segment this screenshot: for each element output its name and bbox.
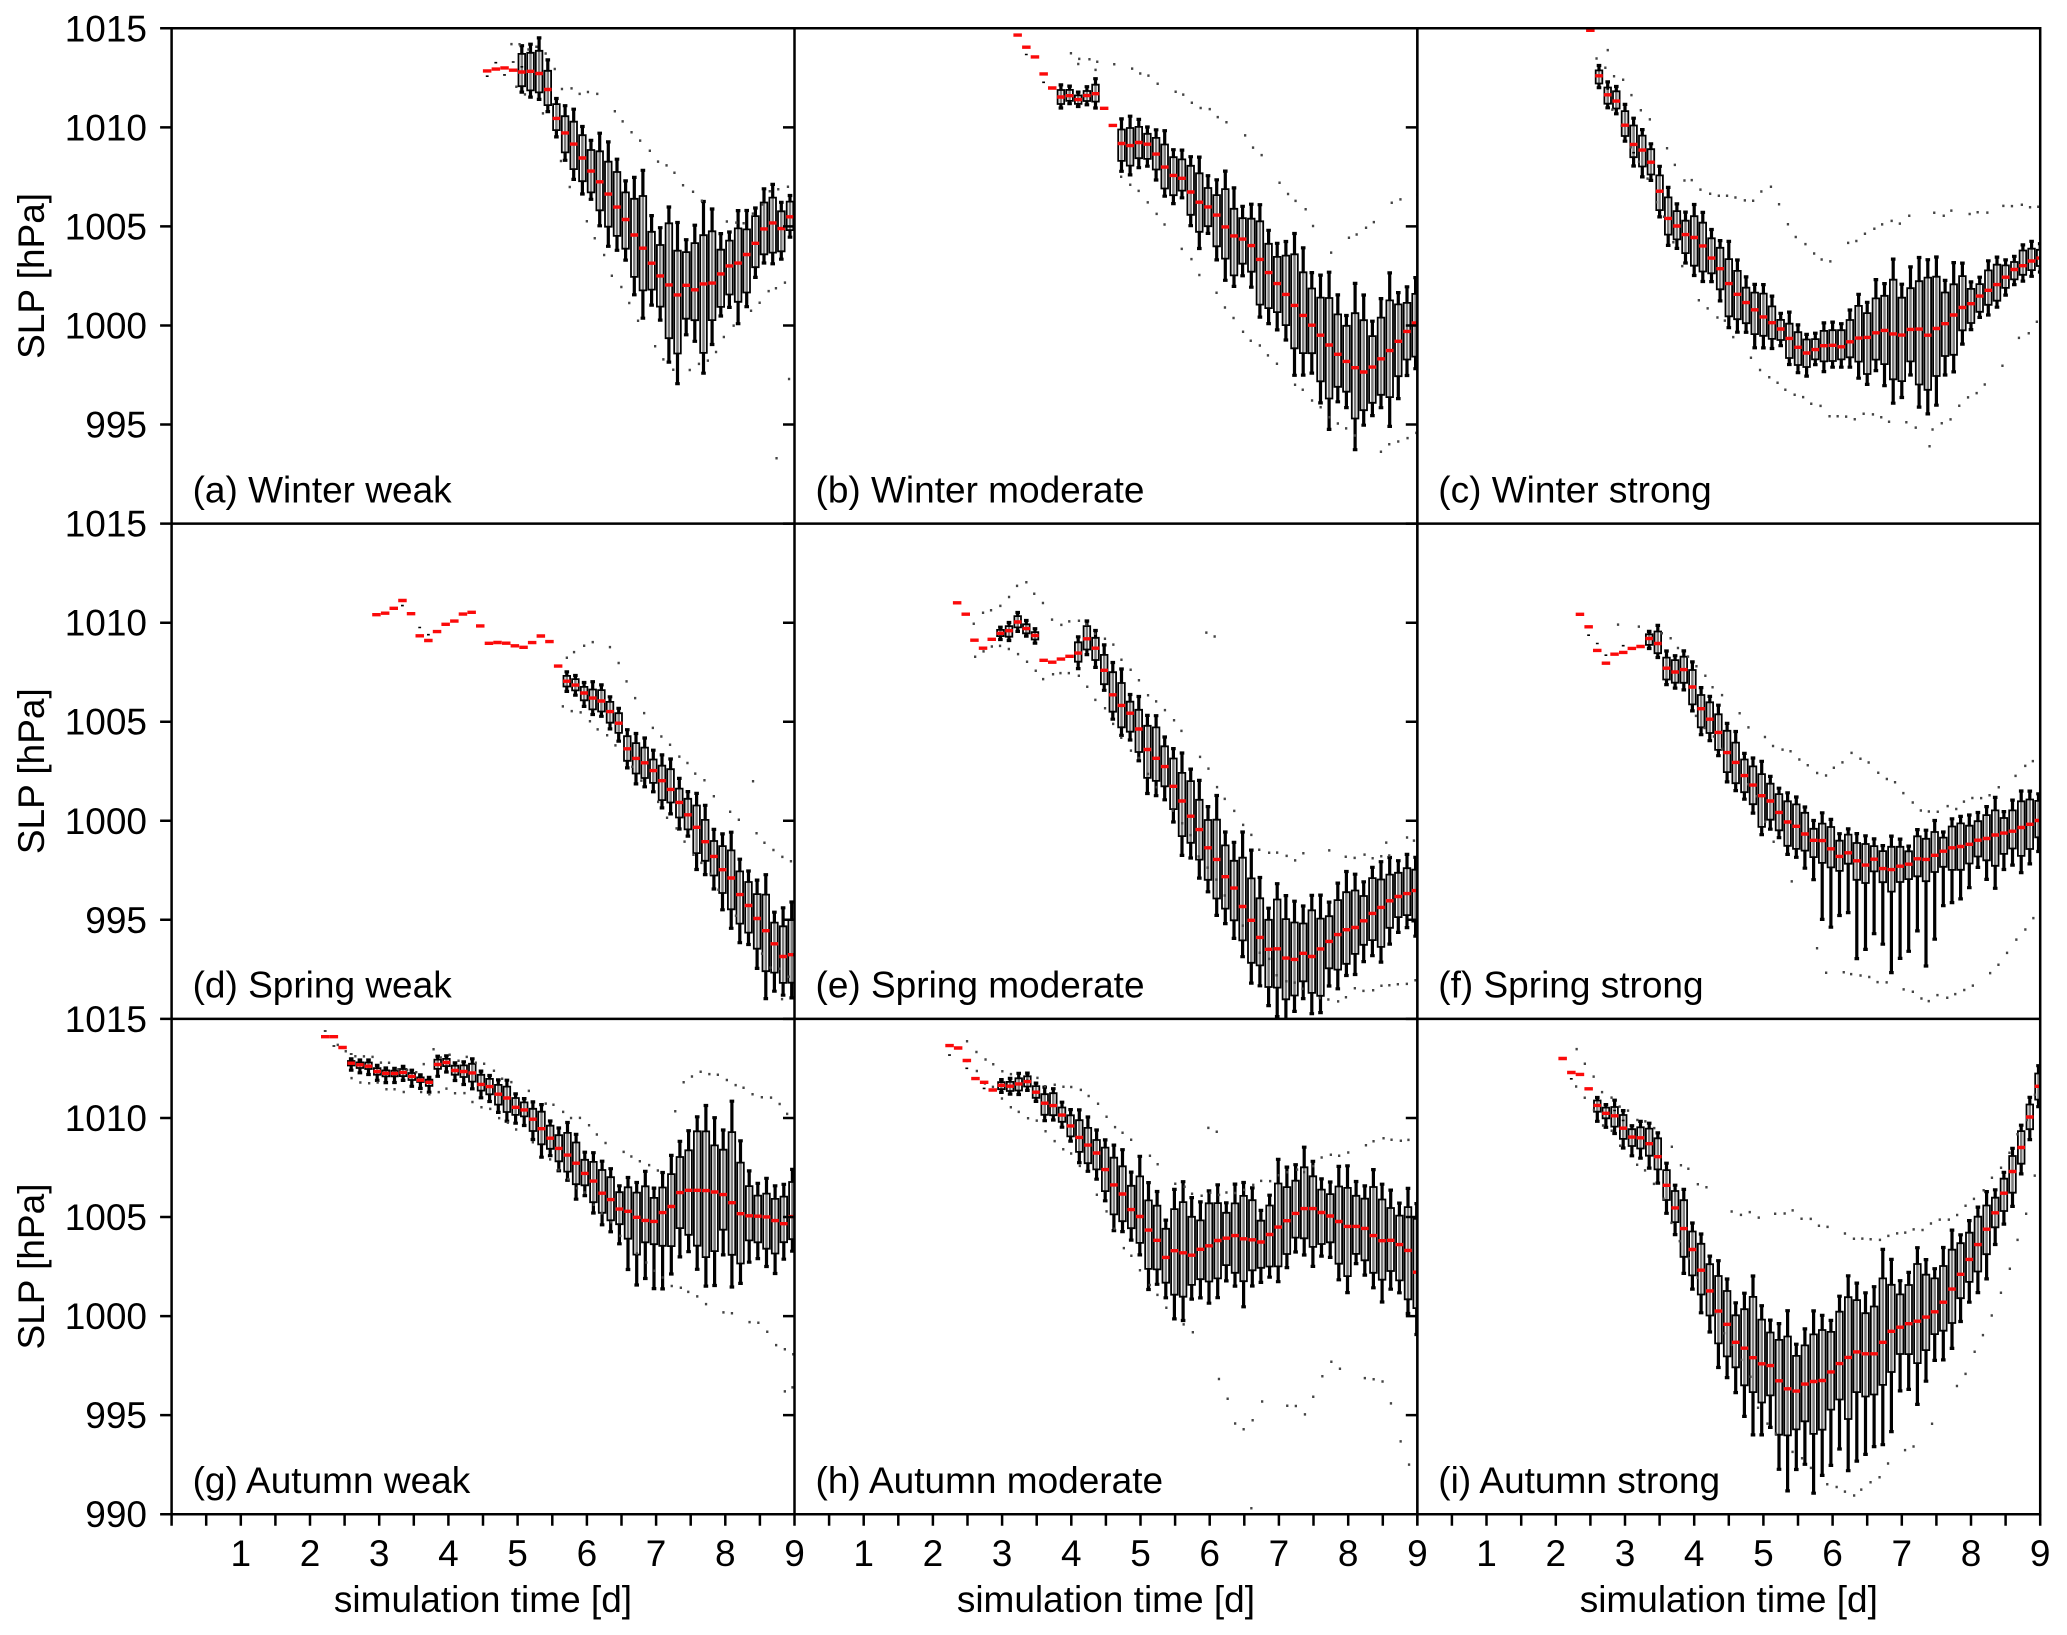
svg-text:7: 7 (1892, 1533, 1913, 1574)
svg-text:1005: 1005 (65, 206, 147, 247)
svg-text:1: 1 (231, 1533, 252, 1574)
svg-text:(e) Spring moderate: (e) Spring moderate (816, 965, 1145, 1006)
svg-text:1: 1 (1476, 1533, 1497, 1574)
svg-text:2: 2 (300, 1533, 321, 1574)
svg-text:1000: 1000 (65, 801, 147, 842)
svg-text:9: 9 (2030, 1533, 2051, 1574)
svg-text:SLP [hPa]: SLP [hPa] (11, 688, 52, 854)
svg-text:1010: 1010 (65, 603, 147, 644)
svg-text:3: 3 (992, 1533, 1013, 1574)
svg-text:simulation time [d]: simulation time [d] (1580, 1579, 1878, 1620)
svg-text:simulation time [d]: simulation time [d] (957, 1579, 1255, 1620)
svg-text:990: 990 (85, 1494, 147, 1535)
svg-text:(d) Spring weak: (d) Spring weak (193, 965, 453, 1006)
svg-text:5: 5 (1130, 1533, 1151, 1574)
svg-text:9: 9 (784, 1533, 805, 1574)
svg-text:(g) Autumn weak: (g) Autumn weak (193, 1460, 471, 1501)
svg-text:4: 4 (1684, 1533, 1705, 1574)
svg-text:(c) Winter strong: (c) Winter strong (1438, 469, 1711, 510)
svg-text:6: 6 (1199, 1533, 1220, 1574)
svg-text:4: 4 (1061, 1533, 1082, 1574)
svg-text:8: 8 (715, 1533, 736, 1574)
svg-text:1010: 1010 (65, 1098, 147, 1139)
svg-text:(f) Spring strong: (f) Spring strong (1438, 965, 1703, 1006)
svg-text:9: 9 (1407, 1533, 1428, 1574)
svg-text:2: 2 (923, 1533, 944, 1574)
svg-text:8: 8 (1338, 1533, 1359, 1574)
svg-text:7: 7 (1269, 1533, 1290, 1574)
svg-text:(b) Winter moderate: (b) Winter moderate (816, 469, 1145, 510)
svg-text:4: 4 (438, 1533, 459, 1574)
svg-text:995: 995 (85, 405, 147, 446)
svg-text:5: 5 (507, 1533, 528, 1574)
svg-text:1005: 1005 (65, 702, 147, 743)
svg-text:(a) Winter weak: (a) Winter weak (193, 469, 453, 510)
svg-text:SLP [hPa]: SLP [hPa] (11, 1184, 52, 1350)
svg-text:7: 7 (646, 1533, 667, 1574)
svg-text:1000: 1000 (65, 306, 147, 347)
svg-text:6: 6 (1822, 1533, 1843, 1574)
svg-text:1: 1 (853, 1533, 874, 1574)
svg-text:8: 8 (1961, 1533, 1982, 1574)
svg-text:3: 3 (1615, 1533, 1636, 1574)
svg-text:2: 2 (1546, 1533, 1567, 1574)
svg-text:995: 995 (85, 900, 147, 941)
svg-text:995: 995 (85, 1395, 147, 1436)
svg-text:5: 5 (1753, 1533, 1774, 1574)
svg-text:SLP [hPa]: SLP [hPa] (11, 193, 52, 359)
svg-text:1005: 1005 (65, 1197, 147, 1238)
svg-text:1000: 1000 (65, 1296, 147, 1337)
svg-text:1010: 1010 (65, 107, 147, 148)
svg-text:1015: 1015 (65, 504, 147, 545)
svg-text:(h) Autumn moderate: (h) Autumn moderate (816, 1460, 1164, 1501)
svg-text:1015: 1015 (65, 8, 147, 49)
svg-text:6: 6 (577, 1533, 598, 1574)
svg-text:1015: 1015 (65, 999, 147, 1040)
svg-text:simulation time [d]: simulation time [d] (334, 1579, 632, 1620)
svg-text:(i) Autumn strong: (i) Autumn strong (1438, 1460, 1720, 1501)
svg-text:3: 3 (369, 1533, 390, 1574)
